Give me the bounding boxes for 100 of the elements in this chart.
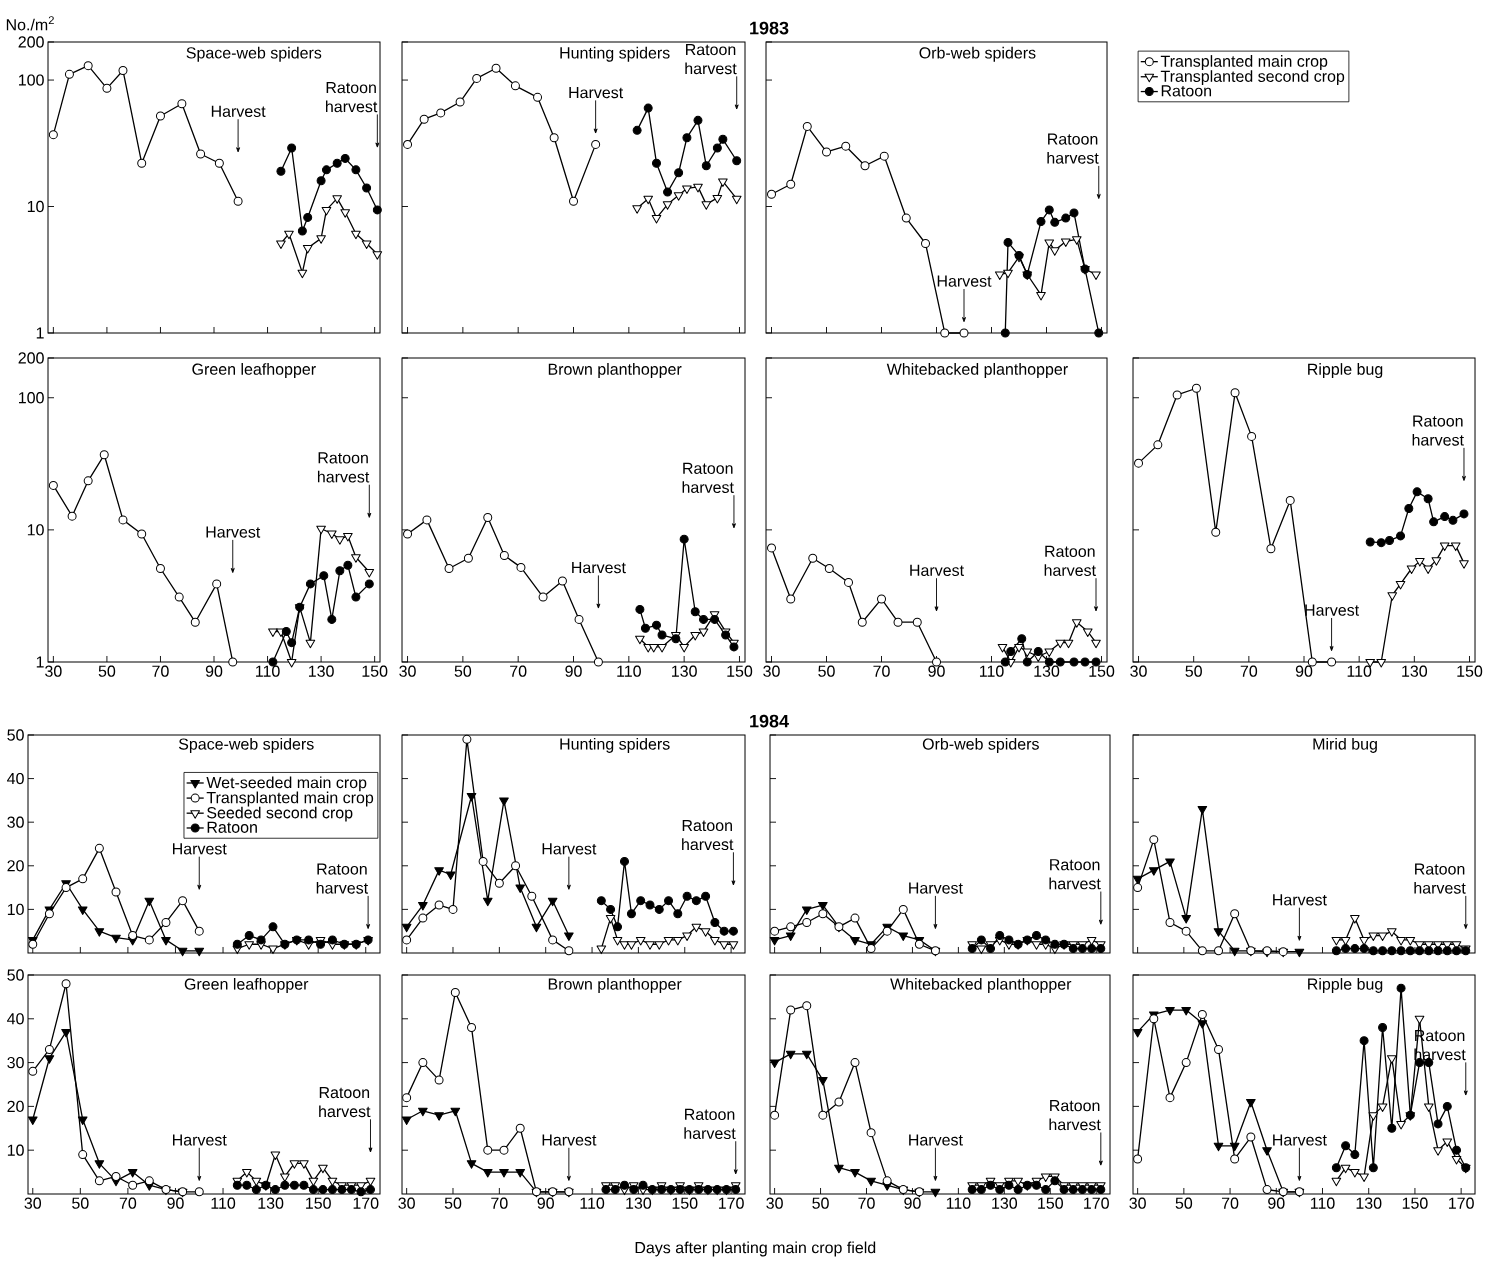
annotation: Ratoon harvest (1049, 859, 1101, 890)
y-tick-label: 200 (18, 352, 44, 364)
x-tick-label: 70 (491, 1197, 508, 1209)
annotation: Ratoon harvest (1044, 545, 1096, 577)
x-tick-label: 110 (580, 1197, 605, 1209)
annotation: Harvest (909, 1134, 963, 1146)
y-tick-label: 20 (7, 1100, 24, 1113)
annotation: Ratoon harvest (1047, 133, 1099, 164)
y-tick-label: 1 (36, 656, 44, 668)
x-tick-label: 50 (1175, 1197, 1193, 1209)
legend-label: Transplanted second crop (1160, 70, 1345, 86)
x-tick-label: 50 (1185, 665, 1202, 677)
annotation: Ratoon harvest (326, 82, 378, 113)
x-tick-label: 110 (946, 1197, 971, 1209)
x-tick-label: 90 (1268, 1197, 1285, 1209)
text: 1984 (750, 714, 789, 728)
chart-title: Green leafhopper (184, 978, 309, 993)
x-tick-label: 170 (718, 1197, 744, 1209)
x-tick-label: 70 (119, 1197, 137, 1209)
x-tick-label: 30 (763, 665, 780, 677)
chart-title: Mirid bug (1313, 737, 1377, 753)
x-tick-label: 170 (1084, 1197, 1109, 1209)
x-tick-label: 70 (510, 665, 527, 677)
annotation: Harvest (211, 105, 266, 118)
x-tick-label: 130 (258, 1197, 284, 1209)
x-tick-label: 170 (1449, 1197, 1474, 1209)
x-tick-label: 50 (454, 665, 472, 677)
legend-label: Ratoon (207, 821, 257, 833)
x-tick-label: 90 (205, 665, 223, 677)
x-tick-label: 50 (818, 665, 835, 677)
y-tick-label: 10 (7, 903, 24, 916)
x-tick-label: 30 (45, 665, 62, 677)
annotation: Harvest (572, 562, 626, 574)
x-tick-label: 130 (672, 665, 697, 677)
legend-label: Seeded second crop (207, 806, 353, 822)
x-tick-label: 50 (812, 1197, 829, 1209)
x-tick-label: 90 (565, 665, 582, 677)
x-tick-label: 130 (1034, 665, 1060, 677)
chart-title: Space-web spiders (186, 46, 322, 62)
legend-label: Transplanted main crop (1160, 55, 1328, 71)
annotation: Ratoon harvest (682, 462, 734, 493)
annotation: Harvest (1273, 894, 1327, 906)
y-tick-label: 40 (7, 772, 24, 785)
y-tick-label: 1 (36, 327, 44, 339)
x-tick-label: 110 (256, 665, 280, 677)
legend-label: Wet-seeded main crop (206, 776, 367, 792)
x-tick-label: 170 (353, 1197, 379, 1209)
x-tick-label: 50 (72, 1197, 89, 1209)
x-tick-label: 90 (1295, 665, 1313, 677)
x-tick-label: 90 (537, 1197, 554, 1209)
annotation: Ratoon harvest (685, 44, 737, 75)
chart-title: Space-web spiders (178, 737, 314, 753)
x-tick-label: 70 (1240, 665, 1258, 677)
x-tick-label: 110 (211, 1197, 236, 1209)
x-tick-label: 70 (1221, 1197, 1239, 1209)
annotation: Ratoon harvest (1412, 415, 1464, 446)
chart-title: Hunting spiders (560, 737, 670, 753)
x-tick-label: 30 (1130, 665, 1147, 677)
text: 1983 (750, 21, 789, 35)
x-tick-label: 150 (306, 1197, 331, 1209)
annotation: Harvest (542, 843, 597, 855)
annotation: Harvest (542, 1134, 597, 1146)
annotation: Ratoon harvest (682, 819, 734, 851)
annotation: Harvest (569, 87, 624, 99)
legend-label: Transplanted main crop (206, 791, 374, 807)
y-tick-label: 200 (18, 36, 44, 48)
x-tick-label: 30 (1129, 1197, 1146, 1209)
x-tick-label: 90 (167, 1197, 184, 1209)
annotation: Harvest (909, 882, 963, 894)
y-tick-label: 50 (7, 969, 24, 981)
y-tick-label: 30 (7, 816, 24, 828)
x-tick-label: 150 (1402, 1197, 1428, 1209)
chart-title: Ripple bug (1308, 363, 1383, 379)
annotation: Ratoon harvest (1049, 1100, 1101, 1131)
y-tick-label: 10 (27, 200, 44, 213)
x-tick-label: 130 (1402, 665, 1428, 677)
chart-title: Hunting spiders (560, 46, 670, 62)
annotation: Harvest (1273, 1134, 1327, 1146)
x-tick-label: 150 (672, 1197, 698, 1209)
y-tick-label: 10 (27, 524, 44, 536)
y-tick-label: 100 (19, 392, 44, 404)
annotation: Ratoon harvest (317, 452, 370, 483)
annotation: Harvest (173, 1134, 227, 1146)
x-tick-label: 130 (1356, 1197, 1382, 1209)
y-tick-label: 50 (7, 729, 24, 741)
x-tick-label: 90 (928, 665, 945, 677)
x-tick-label: 130 (626, 1197, 652, 1209)
annotation: Ratoon harvest (1414, 863, 1466, 894)
annotation: Harvest (206, 526, 261, 538)
x-tick-label: 150 (362, 665, 388, 677)
x-tick-label: 110 (979, 665, 1004, 677)
y-tick-label: 10 (7, 1144, 24, 1156)
annotation: Harvest (937, 275, 992, 287)
annotation: Harvest (910, 564, 964, 577)
chart-title: Green leafhopper (192, 363, 316, 379)
chart-title: Whitebacked planthopper (886, 363, 1068, 379)
x-tick-label: 50 (98, 665, 116, 677)
x-tick-label: 30 (766, 1197, 783, 1209)
y-axis-title: No./m$^{2}$ (6, 16, 54, 31)
x-tick-label: 150 (1089, 665, 1115, 677)
